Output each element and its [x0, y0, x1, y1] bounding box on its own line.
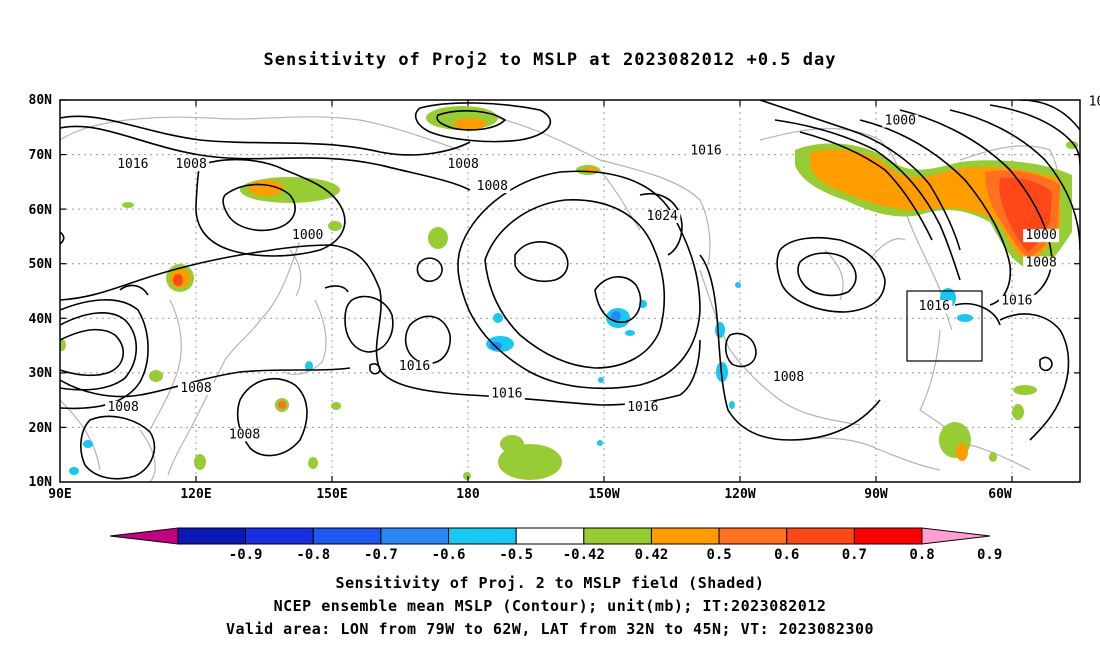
lon-label: 180 [456, 487, 480, 502]
lat-label: 60N [29, 203, 53, 218]
colorbar-segment [245, 527, 314, 545]
colorbar: -0.9 -0.8 -0.7 -0.6 -0.5 -0.42 0.42 0.5 0.6 0.7 0.… [109, 527, 1002, 563]
contour-label: 1016 [690, 144, 721, 159]
lat-label: 70N [29, 148, 53, 163]
contour-label: 1008 [773, 370, 804, 385]
contour-label: 1000 [292, 228, 323, 243]
colorbar-label: -0.9 [229, 547, 263, 563]
contour-label: 1024 [647, 209, 678, 224]
contour-label: 1016 [491, 386, 522, 401]
contour-label-bg [173, 158, 210, 172]
contour-label: 1016 [399, 359, 430, 374]
contour-label-bg [289, 229, 326, 243]
contour-label-bg [644, 210, 681, 224]
contour-label: 1016 [1089, 94, 1100, 109]
colorbar-right-arrow [921, 527, 991, 545]
contour-labels: 1016 1008 1008 1008 1016 1000 1016 1024 1000 1000… [105, 94, 1100, 442]
contour-label-bg [178, 381, 214, 395]
contour-label-bg [114, 158, 151, 172]
lat-label: 20N [29, 421, 53, 436]
colorbar-segment [718, 527, 788, 545]
colorbar-label: -0.8 [296, 547, 330, 563]
contour-label: 1008 [477, 179, 508, 194]
longitude-labels: 90E 120E 150E 180 150W 120W 90W 60W [48, 487, 1012, 502]
colorbar-segment [786, 527, 855, 545]
colorbar-segment [515, 527, 585, 545]
colorbar-label: 0.7 [842, 547, 867, 563]
contour-label: 1000 [885, 114, 916, 129]
contour-label-bg [105, 401, 142, 415]
sensitivity-shading [60, 106, 1078, 480]
colorbar-label: 0.42 [635, 547, 669, 563]
mslp-contours [60, 100, 1080, 480]
valid-area-box [906, 290, 983, 362]
contour-label: 1016 [117, 157, 148, 172]
lon-label: 150W [588, 487, 619, 502]
lat-label: 30N [29, 366, 53, 381]
map-ticks [60, 99, 1080, 482]
contour-label: 1008 [175, 157, 206, 172]
contour-label-bg [474, 180, 511, 194]
footer-line-2: NCEP ensemble mean MSLP (Contour); unit(… [273, 597, 827, 615]
colorbar-label: -0.6 [432, 547, 466, 563]
contour-label: 1008 [180, 381, 211, 396]
colorbar-segment [380, 527, 450, 545]
latitude-labels: 80N 70N 60N 50N 40N 30N 20N 10N [29, 93, 53, 490]
map-title: Sensitivity of Proj2 to MSLP at 20230820… [263, 50, 837, 70]
lon-label: 120E [180, 487, 211, 502]
contour-label-bg [1023, 256, 1060, 270]
lon-label: 60W [988, 487, 1012, 502]
colorbar-segment [448, 527, 517, 545]
contour-label-bg [396, 360, 433, 374]
colorbar-label: -0.5 [499, 547, 533, 563]
coastlines [60, 109, 1060, 482]
colorbar-segment [583, 527, 652, 545]
lat-label: 40N [29, 312, 53, 327]
contour-label-bg [770, 371, 807, 385]
contour-label: 1008 [229, 427, 260, 442]
contour-label: 1008 [1025, 255, 1056, 270]
contour-label-bg [445, 158, 482, 172]
contour-label: 1008 [447, 157, 478, 172]
contour-label-bg [1086, 95, 1100, 109]
contour-label-bg [226, 428, 263, 442]
colorbar-segment [312, 527, 382, 545]
colorbar-segment [650, 527, 720, 545]
colorbar-label: 0.5 [706, 547, 731, 563]
colorbar-label: -0.7 [364, 547, 398, 563]
lon-label: 90E [48, 487, 71, 502]
contour-label-bg [688, 144, 724, 158]
contour-label: 1016 [1001, 294, 1032, 309]
colorbar-segment [177, 527, 247, 545]
lon-label: 90W [864, 487, 888, 502]
colorbar-label: 0.9 [977, 547, 1002, 563]
lat-label: 10N [29, 475, 53, 490]
contour-label: 1016 [627, 400, 658, 415]
contour-label: 1008 [107, 400, 138, 415]
colorbar-label: -0.42 [563, 547, 605, 563]
lat-label: 80N [29, 93, 53, 108]
lon-label: 120W [724, 487, 755, 502]
contour-label-bg [624, 401, 661, 415]
contour-label-bg [488, 387, 525, 401]
colorbar-segment [853, 527, 923, 545]
contour-label-bg [998, 294, 1035, 308]
map-frame [59, 99, 1081, 483]
colorbar-label: 0.8 [909, 547, 934, 563]
footer-line-1: Sensitivity of Proj. 2 to MSLP field (Sh… [335, 574, 765, 592]
contour-label: 1016 [919, 299, 950, 314]
contour-label-bg [882, 114, 919, 128]
contour-label-bg [1023, 229, 1060, 243]
colorbar-label: 0.6 [774, 547, 799, 563]
lat-label: 50N [29, 257, 53, 272]
colorbar-left-arrow [109, 527, 179, 545]
contour-label: 1000 [1025, 228, 1056, 243]
footer-line-3: Valid area: LON from 79W to 62W, LAT fro… [225, 620, 875, 638]
contour-label-bg [916, 300, 953, 314]
lon-label: 150E [316, 487, 347, 502]
